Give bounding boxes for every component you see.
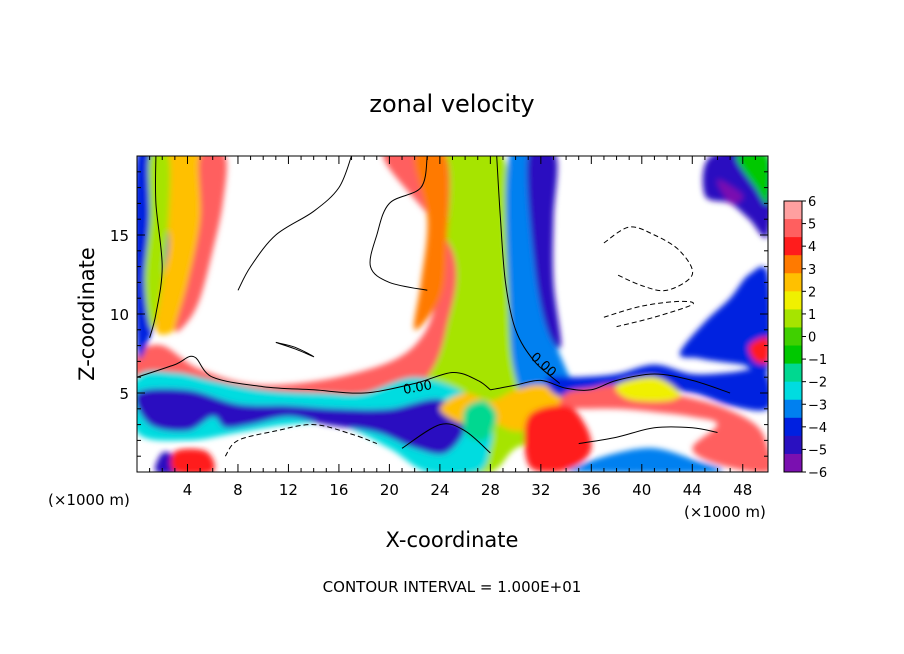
colorbar-swatch-10	[784, 363, 802, 383]
x-tick-label-24: 24	[430, 481, 449, 499]
chart-title: zonal velocity	[369, 90, 534, 118]
colorbar: 6 5 4 3 2 1 0 −1 −2 −3 −4 −5 −6	[783, 195, 827, 481]
velocity-region-19	[736, 156, 768, 205]
velocity-region-22	[174, 156, 227, 333]
colorbar-tick-label: −4	[808, 421, 827, 436]
contour-line-6	[369, 156, 428, 291]
colorbar-tick-label: 4	[808, 240, 816, 255]
contour-line-2	[490, 373, 731, 394]
colorbar-tick-label: 5	[808, 218, 816, 233]
x-tick-label-32: 32	[531, 481, 550, 499]
x-tick-label-48: 48	[733, 481, 752, 499]
velocity-region-18	[717, 179, 744, 204]
velocity-region-14	[566, 448, 724, 472]
plot-area: 0.00 0.00	[136, 155, 769, 473]
colorbar-swatch-4	[784, 255, 802, 274]
colorbar-swatch-13	[784, 417, 802, 437]
x-tick-label-8: 8	[233, 481, 243, 499]
colorbar-tick-label: 6	[808, 195, 816, 210]
x-axis-label: X-coordinate	[386, 528, 519, 552]
velocity-region-23	[144, 156, 171, 330]
colorbar-tick-label: −6	[808, 466, 827, 481]
velocity-region-9	[462, 400, 497, 442]
colorbar-tick-label: 0	[808, 331, 816, 346]
velocity-region-12	[615, 377, 681, 402]
contour-line-5	[237, 156, 352, 291]
velocity-region-3	[527, 156, 562, 349]
x-tick-label-36: 36	[582, 481, 601, 499]
velocity-region-25	[170, 448, 215, 472]
y-tick-label-5: 5	[119, 385, 129, 403]
colorbar-swatch-14	[784, 435, 802, 455]
colorbar-swatch-6	[784, 291, 802, 310]
contour-lines	[137, 156, 731, 457]
contour-line-3	[496, 156, 561, 384]
x-axis: 4 8 12 16 20 24 28 32 36 40 44 48	[149, 156, 756, 499]
colorbar-swatch-12	[784, 399, 802, 419]
colorbar-swatch-1	[784, 201, 802, 220]
x-unit-left: (×1000 m)	[48, 491, 130, 509]
y-tick-label-15: 15	[110, 227, 129, 245]
colorbar-swatch-8	[784, 327, 802, 347]
colorbar-swatch-15	[784, 453, 802, 473]
velocity-region-11	[559, 384, 768, 472]
x-tick-label-40: 40	[632, 481, 651, 499]
x-tick-label-16: 16	[329, 481, 348, 499]
colorbar-swatch-11	[784, 381, 802, 401]
velocity-region-15	[679, 266, 768, 376]
colorbar-tick-label: 3	[808, 263, 816, 278]
colorbar-tick-label: −2	[808, 376, 827, 391]
y-axis-label: Z-coordinate	[75, 247, 99, 381]
colorbar-tick-label: −1	[808, 353, 827, 368]
x-tick-label-4: 4	[183, 481, 193, 499]
contour-line-4	[149, 156, 163, 338]
colorbar-tick-label: 2	[808, 285, 816, 300]
velocity-region-5	[413, 156, 449, 330]
y-tick-label-10: 10	[110, 306, 129, 324]
contour-line-10	[224, 424, 377, 457]
colorbar-swatch-2	[784, 219, 802, 238]
contour-label-zero-1: 0.00	[402, 378, 433, 398]
y-axis: 5 10 15	[110, 171, 768, 457]
contour-line-7	[275, 341, 315, 358]
contour-interval-note: CONTOUR INTERVAL = 1.000E+01	[323, 578, 582, 596]
x-tick-label-12: 12	[279, 481, 298, 499]
contour-line-12	[401, 423, 491, 454]
colorbar-tick-label: 1	[808, 308, 816, 323]
colorbar-swatch-3	[784, 237, 802, 256]
x-tick-label-20: 20	[380, 481, 399, 499]
velocity-region-7	[137, 388, 466, 455]
colorbar-tick-label: −5	[808, 443, 827, 458]
colorbar-swatch-9	[784, 345, 802, 365]
colorbar-tick-label: −3	[808, 398, 827, 413]
contour-line-9	[603, 300, 694, 328]
contour-line-1	[137, 355, 491, 394]
velocity-region-13	[524, 405, 592, 472]
x-unit-right: (×1000 m)	[684, 503, 766, 521]
colorbar-swatch-7	[784, 309, 802, 328]
velocity-region-16	[748, 337, 768, 364]
contour-line-8	[603, 226, 694, 292]
x-tick-label-28: 28	[481, 481, 500, 499]
contour-line-11	[578, 426, 718, 445]
colorbar-swatch-5	[784, 273, 802, 292]
x-tick-label-44: 44	[683, 481, 702, 499]
